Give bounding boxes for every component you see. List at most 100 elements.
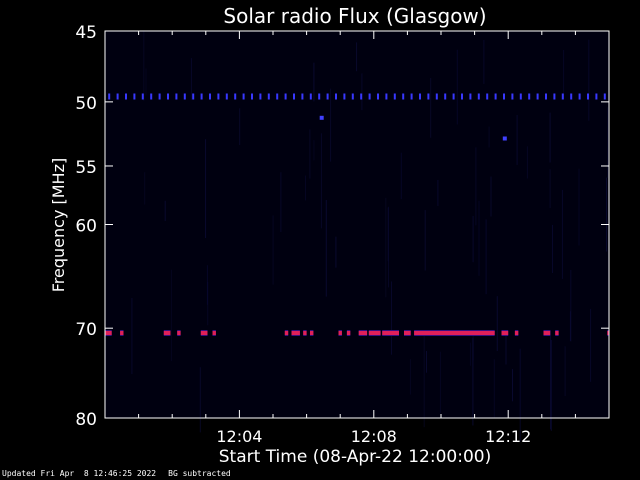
periodic-dot — [469, 93, 472, 100]
emission-segment — [414, 331, 495, 335]
periodic-dot — [603, 93, 606, 100]
periodic-dot — [309, 93, 312, 100]
noise-streak — [325, 200, 327, 297]
emission-segment — [200, 331, 208, 335]
noise-streak — [313, 140, 315, 161]
emission-segment — [543, 331, 551, 335]
noise-streak — [426, 351, 427, 373]
noise-streak — [305, 175, 306, 201]
periodic-dot — [545, 93, 547, 100]
noise-streak — [131, 298, 133, 375]
periodic-dot — [503, 93, 505, 100]
y-axis: 45 50 55 60 70 80 — [75, 23, 609, 430]
noise-streak — [309, 129, 311, 179]
periodic-dot — [192, 93, 195, 100]
noise-streak — [205, 139, 207, 238]
periodic-dot — [402, 93, 405, 100]
emission-segment — [501, 331, 509, 335]
periodic-dot — [587, 93, 589, 100]
periodic-dot — [444, 93, 447, 100]
noise-streak — [606, 177, 607, 252]
periodic-dot — [461, 93, 463, 100]
periodic-dot — [108, 93, 111, 100]
emission-segment — [291, 331, 300, 335]
noise-texture — [105, 31, 609, 442]
periodic-dot — [251, 93, 253, 100]
noise-streak — [356, 42, 358, 72]
periodic-dot — [595, 93, 598, 100]
periodic-dot — [561, 93, 564, 100]
periodic-dot — [385, 93, 388, 100]
periodic-dot — [125, 93, 127, 100]
emission-segment — [607, 331, 610, 335]
periodic-dot — [452, 93, 455, 100]
noise-streak — [485, 219, 487, 295]
noise-streak — [424, 210, 426, 271]
noise-streak — [199, 367, 201, 433]
noise-streak — [488, 126, 490, 148]
noise-streak — [170, 269, 172, 362]
periodic-dot — [234, 93, 237, 100]
periodic-dot — [553, 93, 556, 100]
periodic-dot — [318, 93, 321, 100]
emission-segment — [368, 331, 381, 335]
y-axis-label: Frequency [MHz] — [49, 158, 68, 292]
periodic-dot — [167, 93, 169, 100]
periodic-dot — [419, 93, 421, 100]
periodic-dot — [267, 93, 270, 100]
emission-segment — [382, 331, 399, 335]
noise-streak — [144, 172, 146, 205]
noise-streak — [550, 329, 552, 430]
periodic-dot — [276, 93, 279, 100]
noise-streak — [564, 346, 566, 396]
x-tick-label: 12:12 — [485, 427, 531, 446]
noise-streak — [330, 88, 332, 162]
noise-streak — [607, 107, 609, 178]
noise-streak — [549, 112, 551, 163]
noise-streak — [143, 31, 145, 101]
noise-streak — [469, 342, 471, 366]
noise-streak — [496, 296, 498, 351]
noise-streak — [563, 50, 565, 100]
emission-segment — [212, 331, 216, 335]
emission-segment — [303, 331, 307, 335]
periodic-dot — [225, 93, 228, 100]
periodic-dot — [141, 93, 144, 100]
chart-title: Solar radio Flux (Glasgow) — [223, 4, 486, 28]
plot-background — [105, 31, 609, 418]
periodic-dot — [217, 93, 220, 100]
noise-streak — [385, 197, 387, 298]
x-tick-label: 12:08 — [351, 427, 397, 446]
noise-streak — [439, 351, 441, 413]
noise-streak — [456, 49, 458, 125]
noise-streak — [493, 359, 495, 418]
noise-streak — [472, 215, 474, 263]
isolated-dot — [502, 136, 507, 141]
footer-status: Updated Fri Apr 8 12:46:25 2022 BG subtra… — [2, 469, 231, 479]
periodic-dot — [578, 93, 581, 100]
emission-marks — [105, 93, 610, 336]
periodic-dot — [486, 93, 489, 100]
y-tick-label: 70 — [75, 320, 97, 340]
noise-streak — [549, 169, 551, 208]
periodic-dot — [519, 93, 522, 100]
noise-streak — [391, 281, 392, 355]
noise-streak — [552, 224, 553, 273]
periodic-dot — [293, 93, 295, 100]
periodic-dot — [242, 93, 245, 100]
y-tick-label: 55 — [75, 158, 97, 178]
periodic-dot — [377, 93, 379, 100]
x-tick-label: 12:04 — [216, 427, 262, 446]
periodic-dot — [511, 93, 514, 100]
noise-streak — [423, 333, 425, 428]
updated-timestamp: Updated Fri Apr 8 12:46:25 2022 — [2, 469, 157, 478]
noise-streak — [400, 152, 402, 200]
noise-streak — [430, 78, 432, 138]
periodic-dot — [335, 93, 337, 100]
noise-streak — [588, 39, 590, 121]
x-axis: 12:04 12:08 12:12 — [138, 31, 576, 446]
periodic-dot — [351, 93, 354, 100]
noise-streak — [590, 308, 592, 382]
periodic-dot — [158, 93, 161, 100]
noise-streak — [313, 62, 315, 102]
